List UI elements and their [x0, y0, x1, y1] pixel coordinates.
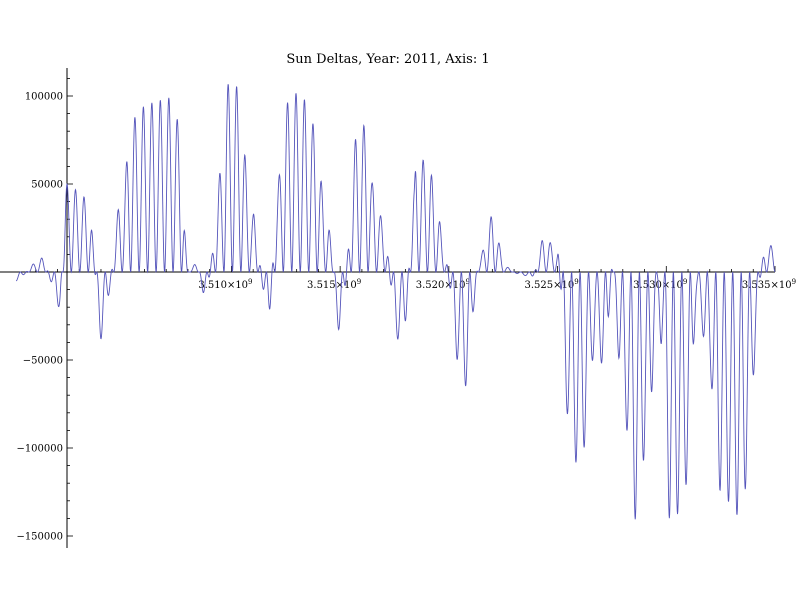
x-tick-label: 3.515×109 [307, 278, 361, 291]
y-tick-label: −150000 [16, 532, 63, 543]
x-tick-label: 3.530×109 [633, 278, 687, 291]
series-line [16, 84, 776, 520]
axis-ticks: 100000 50000 −50000 −100000 −150000 3.510×109… [16, 78, 796, 543]
x-tick-label: 3.510×109 [198, 278, 252, 291]
y-tick-label: 100000 [25, 92, 63, 103]
x-tick-label: 3.520×109 [416, 278, 470, 291]
y-tick-label: −50000 [23, 356, 63, 367]
chart-title: Sun Deltas, Year: 2011, Axis: 1 [286, 52, 489, 67]
x-tick-label: 3.525×109 [524, 278, 578, 291]
y-tick-label: −100000 [16, 444, 63, 455]
x-tick-label: 3.535×109 [742, 278, 796, 291]
y-tick-label: 50000 [31, 180, 63, 191]
